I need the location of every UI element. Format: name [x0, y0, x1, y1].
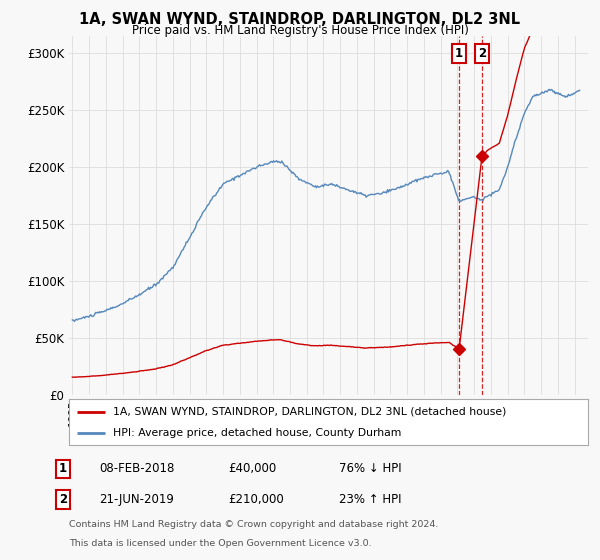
- Text: HPI: Average price, detached house, County Durham: HPI: Average price, detached house, Coun…: [113, 428, 401, 438]
- Text: 23% ↑ HPI: 23% ↑ HPI: [339, 493, 401, 506]
- Text: 21-JUN-2019: 21-JUN-2019: [99, 493, 174, 506]
- Text: 2: 2: [59, 493, 67, 506]
- Text: £40,000: £40,000: [228, 462, 276, 475]
- Text: 1A, SWAN WYND, STAINDROP, DARLINGTON, DL2 3NL (detached house): 1A, SWAN WYND, STAINDROP, DARLINGTON, DL…: [113, 407, 506, 417]
- Text: £210,000: £210,000: [228, 493, 284, 506]
- Text: 76% ↓ HPI: 76% ↓ HPI: [339, 462, 401, 475]
- Text: This data is licensed under the Open Government Licence v3.0.: This data is licensed under the Open Gov…: [69, 539, 371, 548]
- Text: 1: 1: [455, 47, 463, 60]
- Text: 1A, SWAN WYND, STAINDROP, DARLINGTON, DL2 3NL: 1A, SWAN WYND, STAINDROP, DARLINGTON, DL…: [79, 12, 521, 27]
- Text: 2: 2: [478, 47, 486, 60]
- Text: Contains HM Land Registry data © Crown copyright and database right 2024.: Contains HM Land Registry data © Crown c…: [69, 520, 439, 529]
- Text: Price paid vs. HM Land Registry's House Price Index (HPI): Price paid vs. HM Land Registry's House …: [131, 24, 469, 37]
- Text: 08-FEB-2018: 08-FEB-2018: [99, 462, 175, 475]
- Text: 1: 1: [59, 462, 67, 475]
